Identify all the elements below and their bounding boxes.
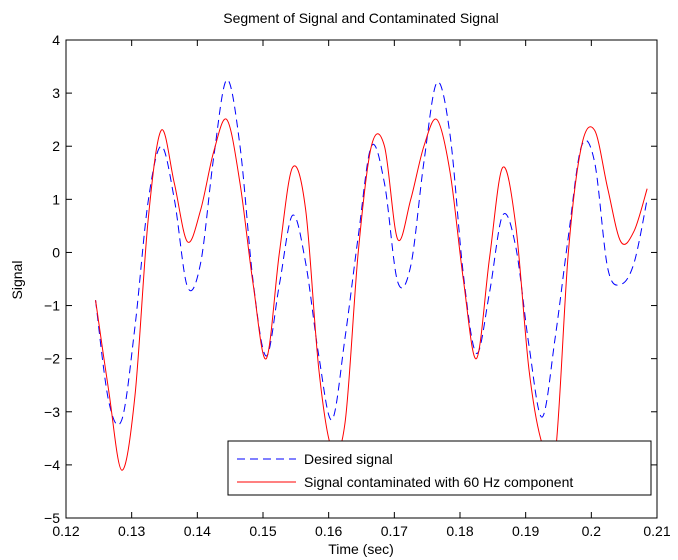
y-tick-label: −1 (44, 298, 60, 314)
x-axis-label: Time (sec) (328, 541, 394, 557)
legend-box (227, 440, 652, 496)
x-tick-label: 0.19 (512, 523, 539, 539)
x-tick-label: 0.17 (381, 523, 408, 539)
x-tick-label: 0.14 (184, 523, 211, 539)
x-tick-label: 0.18 (446, 523, 473, 539)
y-tick-label: −5 (44, 510, 60, 526)
x-tick-label: 0.13 (118, 523, 145, 539)
x-tick-label: 0.12 (52, 523, 79, 539)
y-tick-label: −4 (44, 457, 60, 473)
x-tick-label: 0.2 (582, 523, 602, 539)
x-tick-label: 0.21 (643, 523, 670, 539)
y-axis: −5 −4 −3 −2 −1 0 1 2 3 4 (44, 32, 657, 526)
y-tick-label: 4 (52, 32, 60, 48)
x-tick-label: 0.16 (315, 523, 342, 539)
legend: Desired signal Signal contaminated with … (227, 440, 652, 496)
y-tick-label: −2 (44, 351, 60, 367)
plot-area (65, 39, 658, 519)
y-axis-label: Signal (9, 261, 25, 300)
series-line-desired (95, 79, 648, 426)
legend-label-desired: Desired signal (304, 451, 393, 467)
x-tick-label: 0.15 (249, 523, 276, 539)
x-axis: 0.12 0.13 0.14 0.15 0.16 0.17 0.18 0.19 0.2 0.21 (52, 40, 671, 539)
legend-label-contaminated: Signal contaminated with 60 Hz component (304, 474, 573, 490)
y-tick-label: 1 (52, 191, 60, 207)
chart-title: Segment of Signal and Contaminated Signa… (223, 10, 499, 26)
y-tick-label: 0 (52, 244, 60, 260)
y-tick-label: 3 (52, 85, 60, 101)
y-tick-label: 2 (52, 138, 60, 154)
y-tick-label: −3 (44, 404, 60, 420)
